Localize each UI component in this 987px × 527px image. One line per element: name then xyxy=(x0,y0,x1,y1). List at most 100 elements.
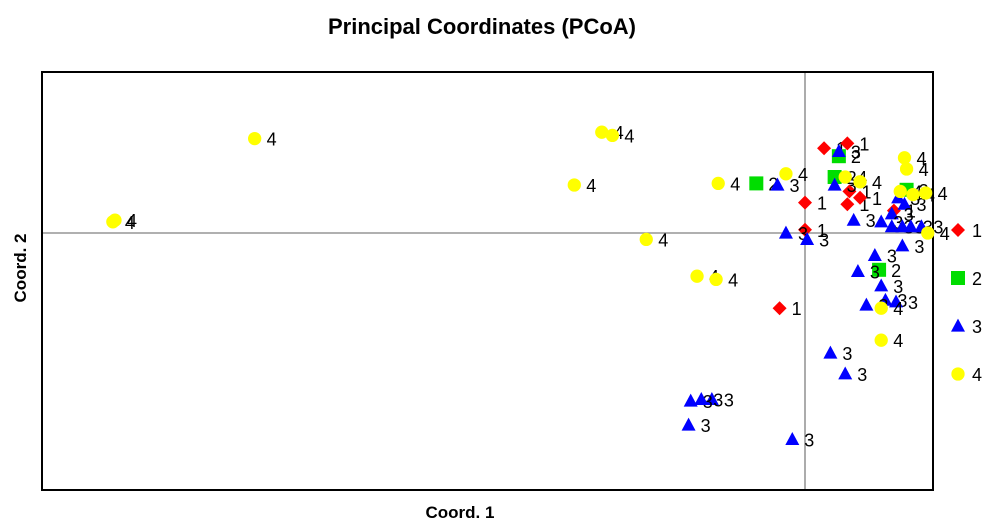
point-label: 3 xyxy=(866,211,876,231)
point-series-4 xyxy=(899,162,914,176)
chart-title: Principal Coordinates (PCoA) xyxy=(328,14,636,39)
point-label: 3 xyxy=(887,246,897,266)
point-label: 1 xyxy=(872,189,882,209)
point-label: 4 xyxy=(586,176,596,196)
point-series-1 xyxy=(853,190,868,205)
point-label: 3 xyxy=(847,176,857,196)
point-series-3 xyxy=(874,214,889,228)
point-series-4 xyxy=(853,175,867,189)
point-series-3 xyxy=(897,196,912,210)
point-series-2 xyxy=(872,262,887,277)
point-series-4 xyxy=(595,125,609,139)
point-label: 3 xyxy=(804,430,814,450)
legend-marker-2 xyxy=(951,271,965,285)
point-label: 3 xyxy=(870,262,880,282)
point-label: 4 xyxy=(938,184,948,204)
point-label: 4 xyxy=(872,173,882,193)
data-points: 1111111112222233333333333333333333333333… xyxy=(106,123,950,450)
point-series-1 xyxy=(840,197,855,212)
point-series-3 xyxy=(846,212,861,226)
point-series-4 xyxy=(838,170,852,184)
point-series-1 xyxy=(840,136,855,151)
point-series-4 xyxy=(106,215,120,229)
point-label: 3 xyxy=(914,237,924,257)
plot-frame xyxy=(41,71,934,491)
legend-label-1: 1 xyxy=(972,221,982,241)
point-label: 3 xyxy=(897,291,907,311)
point-series-2 xyxy=(827,170,842,184)
point-label: 3 xyxy=(908,293,918,313)
point-label: 4 xyxy=(730,174,740,194)
point-label: 1 xyxy=(861,182,871,202)
point-label: 4 xyxy=(127,211,137,231)
series-4: 444444444444444444444 xyxy=(106,123,950,351)
point-label: 3 xyxy=(819,230,829,250)
point-series-4 xyxy=(906,187,920,202)
point-series-3 xyxy=(823,345,838,359)
point-label: 2 xyxy=(768,174,778,194)
legend-label-3: 3 xyxy=(972,317,982,337)
point-label: 4 xyxy=(893,299,903,319)
point-label: 3 xyxy=(789,176,799,196)
legend-label-2: 2 xyxy=(972,269,982,289)
point-series-3 xyxy=(874,278,889,292)
point-series-3 xyxy=(778,225,793,239)
series-1: 111111111 xyxy=(772,134,916,319)
point-label: 2 xyxy=(851,147,861,167)
point-label: 1 xyxy=(817,194,827,214)
point-label: 4 xyxy=(916,149,926,169)
point-label: 2 xyxy=(891,261,901,281)
point-series-3 xyxy=(827,177,842,191)
y-axis-label: Coord. 2 xyxy=(11,234,30,303)
point-label: 3 xyxy=(933,218,943,238)
point-label: 3 xyxy=(893,213,903,233)
point-label: 4 xyxy=(658,230,668,250)
point-series-3 xyxy=(895,238,910,252)
point-series-3 xyxy=(681,417,696,431)
point-label: 3 xyxy=(857,365,867,385)
point-label: 3 xyxy=(916,195,926,215)
point-series-3 xyxy=(867,248,882,261)
point-label: 1 xyxy=(817,221,827,241)
point-series-4 xyxy=(874,333,888,347)
point-series-1 xyxy=(817,141,832,156)
point-series-3 xyxy=(694,392,709,405)
point-series-4 xyxy=(874,301,888,315)
point-label: 4 xyxy=(940,224,950,244)
point-label: 3 xyxy=(798,224,808,244)
point-label: 4 xyxy=(267,130,277,150)
point-label: 1 xyxy=(859,134,869,154)
point-series-3 xyxy=(838,366,853,380)
point-series-1 xyxy=(798,222,812,237)
point-series-3 xyxy=(903,219,918,233)
point-label: 4 xyxy=(614,123,624,143)
point-series-4 xyxy=(690,269,704,283)
point-label: 3 xyxy=(842,344,852,364)
point-label: 3 xyxy=(893,277,903,297)
point-label: 4 xyxy=(728,270,738,290)
point-series-3 xyxy=(884,219,899,233)
point-series-4 xyxy=(893,184,907,199)
point-label: 1 xyxy=(906,202,916,222)
point-series-2 xyxy=(749,176,764,191)
point-series-4 xyxy=(709,272,723,287)
legend: 1 2 3 4 xyxy=(951,221,982,385)
point-label: 4 xyxy=(893,331,903,351)
point-series-3 xyxy=(800,232,815,245)
point-label: 3 xyxy=(724,390,734,410)
point-series-3 xyxy=(704,392,719,405)
point-label: 4 xyxy=(125,213,135,233)
point-series-3 xyxy=(850,264,865,277)
point-series-3 xyxy=(770,177,785,191)
point-label: 4 xyxy=(624,126,634,146)
point-label: 4 xyxy=(919,160,929,180)
point-series-3 xyxy=(859,297,874,311)
point-series-4 xyxy=(639,232,653,247)
point-label: 3 xyxy=(904,205,914,225)
point-series-1 xyxy=(842,184,857,199)
point-label: 1 xyxy=(859,195,869,215)
point-series-4 xyxy=(779,167,793,181)
point-label: 3 xyxy=(703,392,713,412)
point-series-3 xyxy=(831,144,846,157)
